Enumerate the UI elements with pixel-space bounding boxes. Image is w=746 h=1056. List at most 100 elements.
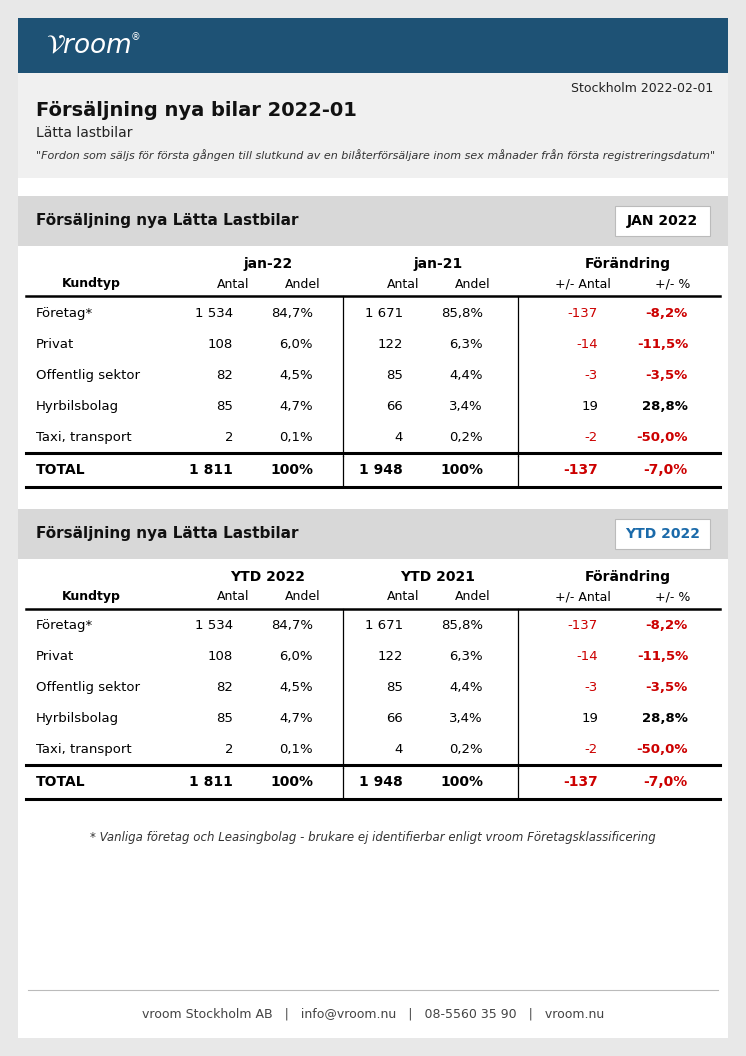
Text: 2: 2	[225, 743, 233, 756]
Text: 108: 108	[207, 650, 233, 663]
Text: 19: 19	[581, 399, 598, 413]
Text: Försäljning nya Lätta Lastbilar: Försäljning nya Lätta Lastbilar	[36, 213, 298, 228]
Text: YTD 2022: YTD 2022	[231, 569, 306, 584]
Text: +/- %: +/- %	[655, 590, 691, 603]
Text: Andel: Andel	[455, 278, 491, 290]
Text: -8,2%: -8,2%	[646, 306, 688, 320]
Text: 0,1%: 0,1%	[279, 743, 313, 756]
Text: Försäljning nya bilar 2022-01: Försäljning nya bilar 2022-01	[36, 101, 357, 120]
Text: -3: -3	[585, 369, 598, 381]
Text: Förändring: Förändring	[585, 569, 671, 584]
Text: 0,1%: 0,1%	[279, 431, 313, 444]
Bar	[18, 18, 728, 73]
Text: Försäljning nya Lätta Lastbilar: Försäljning nya Lätta Lastbilar	[36, 526, 298, 541]
Text: 3,4%: 3,4%	[449, 399, 483, 413]
Text: 84,7%: 84,7%	[271, 619, 313, 633]
Text: 4,5%: 4,5%	[279, 369, 313, 381]
Text: -3,5%: -3,5%	[646, 369, 688, 381]
Text: 66: 66	[386, 399, 403, 413]
Bar	[18, 196, 728, 246]
Bar	[615, 206, 710, 235]
Text: JAN 2022: JAN 2022	[627, 214, 698, 228]
Text: jan-22: jan-22	[243, 257, 292, 271]
Text: jan-21: jan-21	[413, 257, 463, 271]
Bar	[18, 559, 728, 808]
Text: 4,4%: 4,4%	[450, 681, 483, 694]
Text: 3,4%: 3,4%	[449, 712, 483, 725]
Text: 4: 4	[395, 431, 403, 444]
Text: Offentlig sektor: Offentlig sektor	[36, 681, 140, 694]
Text: -11,5%: -11,5%	[637, 650, 688, 663]
Text: 1 811: 1 811	[189, 775, 233, 789]
Text: -2: -2	[585, 431, 598, 444]
Text: 1 948: 1 948	[360, 463, 403, 476]
Text: 6,3%: 6,3%	[449, 650, 483, 663]
Text: Privat: Privat	[36, 650, 75, 663]
Text: 6,0%: 6,0%	[280, 338, 313, 351]
Text: Offentlig sektor: Offentlig sektor	[36, 369, 140, 381]
Text: 0,2%: 0,2%	[449, 431, 483, 444]
Text: Företag*: Företag*	[36, 619, 93, 633]
Text: Kundtyp: Kundtyp	[62, 590, 120, 603]
Bar	[18, 991, 728, 1038]
Text: 1 948: 1 948	[360, 775, 403, 789]
Text: 85,8%: 85,8%	[441, 306, 483, 320]
Text: YTD 2021: YTD 2021	[401, 569, 475, 584]
Text: Antal: Antal	[386, 278, 419, 290]
Text: $\mathcal{V}$room: $\mathcal{V}$room	[46, 33, 132, 58]
Text: Privat: Privat	[36, 338, 75, 351]
Text: 4,7%: 4,7%	[279, 399, 313, 413]
Text: -137: -137	[568, 306, 598, 320]
Text: 82: 82	[216, 681, 233, 694]
Text: -137: -137	[568, 619, 598, 633]
Text: Hyrbilsbolag: Hyrbilsbolag	[36, 399, 119, 413]
Text: 19: 19	[581, 712, 598, 725]
Text: Antal: Antal	[217, 278, 249, 290]
Text: -14: -14	[577, 338, 598, 351]
Text: 1 534: 1 534	[195, 619, 233, 633]
Bar	[615, 518, 710, 549]
Text: Lätta lastbilar: Lätta lastbilar	[36, 126, 133, 140]
Text: 2: 2	[225, 431, 233, 444]
Bar	[18, 509, 728, 559]
Text: Andel: Andel	[285, 590, 321, 603]
Text: Andel: Andel	[285, 278, 321, 290]
Text: -7,0%: -7,0%	[644, 463, 688, 476]
Text: 1 534: 1 534	[195, 306, 233, 320]
Text: Kundtyp: Kundtyp	[62, 278, 120, 290]
Text: Företag*: Företag*	[36, 306, 93, 320]
Text: 85: 85	[386, 369, 403, 381]
Text: 108: 108	[207, 338, 233, 351]
Text: 1 811: 1 811	[189, 463, 233, 476]
Text: vroom Stockholm AB   |   info@vroom.nu   |   08-5560 35 90   |   vroom.nu: vroom Stockholm AB | info@vroom.nu | 08-…	[142, 1007, 604, 1020]
Text: 4,4%: 4,4%	[450, 369, 483, 381]
Bar	[18, 73, 728, 178]
Text: -137: -137	[563, 775, 598, 789]
Text: 0,2%: 0,2%	[449, 743, 483, 756]
Text: 85: 85	[216, 399, 233, 413]
Text: 85: 85	[386, 681, 403, 694]
Text: -8,2%: -8,2%	[646, 619, 688, 633]
Text: 122: 122	[377, 338, 403, 351]
Text: Stockholm 2022-02-01: Stockholm 2022-02-01	[571, 82, 713, 95]
Text: 66: 66	[386, 712, 403, 725]
Text: +/- %: +/- %	[655, 278, 691, 290]
Text: 100%: 100%	[270, 463, 313, 476]
Text: 1 671: 1 671	[365, 619, 403, 633]
Text: Hyrbilsbolag: Hyrbilsbolag	[36, 712, 119, 725]
Text: -2: -2	[585, 743, 598, 756]
Text: "Fordon som säljs för första gången till slutkund av en bilåterförsäljare inom s: "Fordon som säljs för första gången till…	[36, 149, 715, 161]
Text: 1 671: 1 671	[365, 306, 403, 320]
Text: 85,8%: 85,8%	[441, 619, 483, 633]
Text: 85: 85	[216, 712, 233, 725]
Text: -137: -137	[563, 463, 598, 476]
Text: 4,7%: 4,7%	[279, 712, 313, 725]
Text: -50,0%: -50,0%	[636, 431, 688, 444]
Text: 100%: 100%	[270, 775, 313, 789]
Text: Taxi, transport: Taxi, transport	[36, 743, 131, 756]
Text: +/- Antal: +/- Antal	[555, 590, 611, 603]
Text: 6,0%: 6,0%	[280, 650, 313, 663]
Text: -7,0%: -7,0%	[644, 775, 688, 789]
Text: 28,8%: 28,8%	[642, 712, 688, 725]
Text: ®: ®	[131, 33, 141, 42]
